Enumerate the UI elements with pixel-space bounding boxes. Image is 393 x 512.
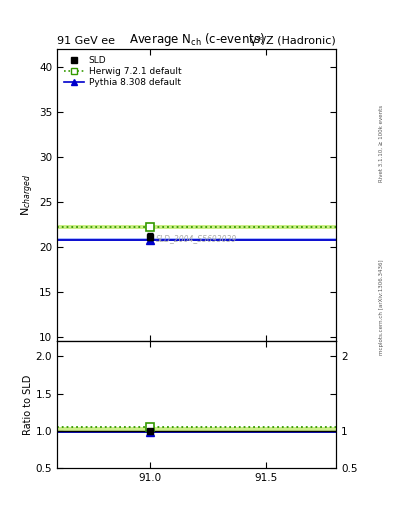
Text: SLD_2004_S5693039: SLD_2004_S5693039 <box>156 234 237 243</box>
Y-axis label: N$_{charged}$: N$_{charged}$ <box>20 174 36 216</box>
Title: Average N$_{\mathregular{ch}}$ (c-events): Average N$_{\mathregular{ch}}$ (c-events… <box>129 31 264 48</box>
Text: γ*/Z (Hadronic): γ*/Z (Hadronic) <box>250 36 336 46</box>
Text: 91 GeV ee: 91 GeV ee <box>57 36 115 46</box>
Text: Rivet 3.1.10, ≥ 100k events: Rivet 3.1.10, ≥ 100k events <box>379 105 384 182</box>
Text: mcplots.cern.ch [arXiv:1306.3436]: mcplots.cern.ch [arXiv:1306.3436] <box>379 260 384 355</box>
Legend: SLD, Herwig 7.2.1 default, Pythia 8.308 default: SLD, Herwig 7.2.1 default, Pythia 8.308 … <box>61 53 184 90</box>
Y-axis label: Ratio to SLD: Ratio to SLD <box>23 375 33 435</box>
